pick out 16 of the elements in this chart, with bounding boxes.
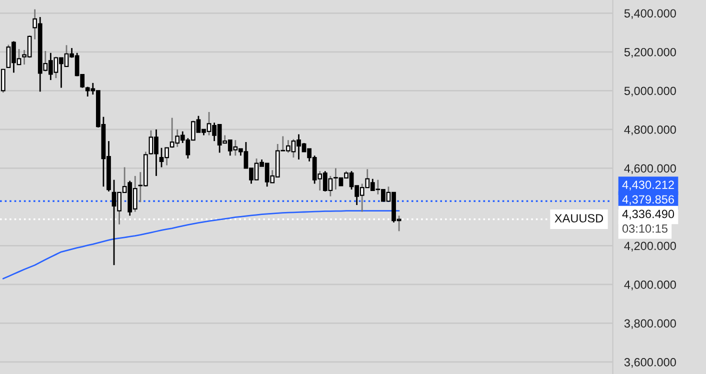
y-tick-label: 5,000.000 [624,86,676,96]
line-series [2,210,400,280]
y-tick-label: 5,400.000 [624,9,676,19]
y-tick-label: 5,200.000 [624,48,676,58]
y-tick-label: 4,200.000 [624,242,676,252]
y-tick-label: 4,600.000 [624,164,676,174]
ref-line-label: XAUUSD [554,214,604,222]
y-tick-label: 3,800.000 [624,319,676,330]
y-tick-label: 4,000.000 [624,280,676,290]
y-tick-label: 3,600.000 [624,358,676,368]
ref-line-label: 4,430.212 [622,180,674,190]
candlestick [0,68,6,94]
text: 4,379.856 [622,195,674,205]
text: 03:10:15 [622,224,668,233]
y-tick-label: 4,800.000 [624,125,676,136]
text: 4,336.490 [622,210,674,220]
